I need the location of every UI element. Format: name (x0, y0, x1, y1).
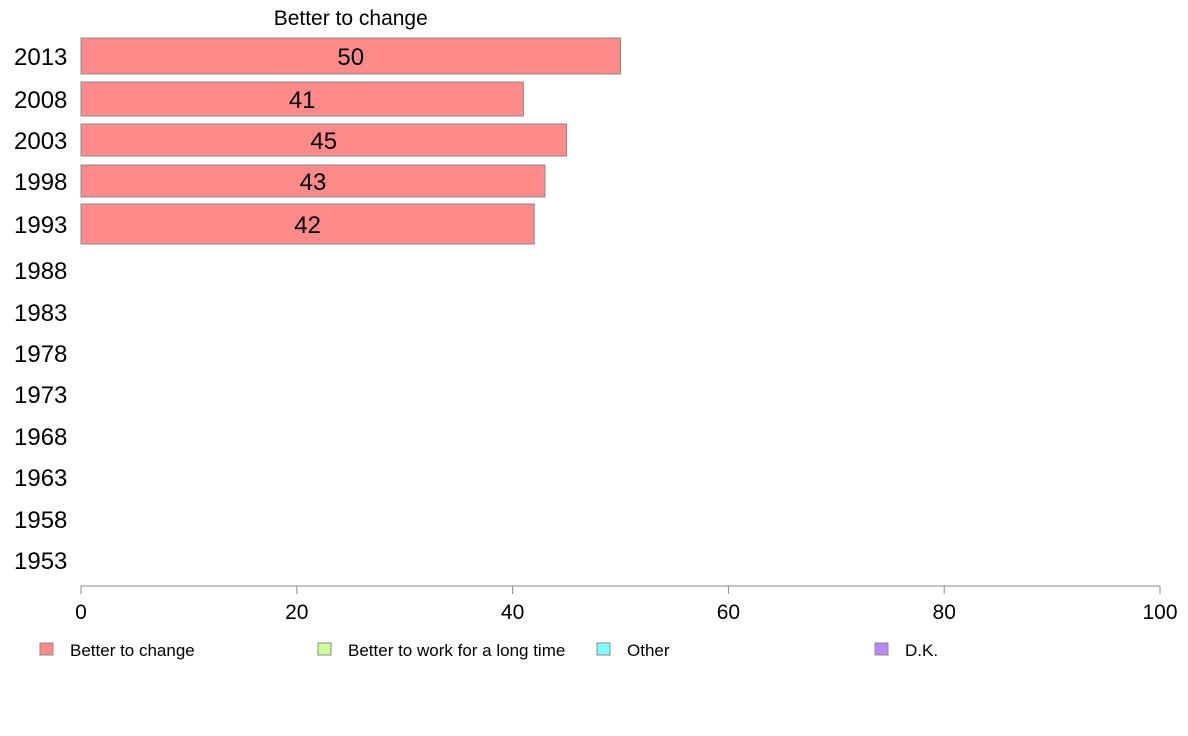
bar-value-label-2013: 50 (337, 44, 364, 71)
bar-value-label-2008: 41 (289, 87, 316, 114)
bar-value-label-1993: 42 (294, 212, 321, 239)
x-axis: 0 20 40 60 80 100 (75, 585, 1178, 624)
bar-value-label-1998: 43 (300, 169, 327, 196)
y-label-2003: 2003 (14, 128, 67, 155)
y-label-1978: 1978 (14, 341, 67, 368)
y-axis-labels: 2013 2008 2003 1998 1993 1988 1983 1978 1973 1968… (14, 44, 67, 575)
x-tick-label-100: 100 (1142, 601, 1177, 624)
y-label-1968: 1968 (14, 424, 67, 451)
bar-1998-series-0 (80, 164, 546, 198)
legend-label-2: Other (627, 641, 670, 660)
legend-swatch-0 (39, 642, 54, 656)
y-label-1963: 1963 (14, 465, 67, 492)
legend-swatch-2 (596, 642, 611, 656)
x-tick-label-80: 80 (933, 601, 956, 624)
x-tick-label-0: 0 (75, 601, 87, 624)
x-tick-label-60: 60 (717, 601, 740, 624)
bar-value-label-2003: 45 (310, 128, 337, 155)
bar-2008-series-0 (80, 81, 524, 117)
y-label-2013: 2013 (14, 44, 67, 71)
bars: 50 41 45 43 42 (80, 37, 621, 245)
bar-2013-series-0 (80, 37, 621, 75)
y-label-1983: 1983 (14, 300, 67, 327)
x-tick-label-20: 20 (285, 601, 308, 624)
y-label-1993: 1993 (14, 212, 67, 239)
y-label-1958: 1958 (14, 507, 67, 534)
legend-swatch-1 (317, 642, 332, 656)
bar-1993-series-0 (80, 203, 535, 245)
legend-swatch-3 (874, 642, 889, 656)
y-label-1973: 1973 (14, 382, 67, 409)
legend-label-0: Better to change (70, 641, 195, 660)
y-label-1998: 1998 (14, 169, 67, 196)
y-label-2008: 2008 (14, 87, 67, 114)
legend: Better to change Better to work for a lon… (39, 641, 938, 660)
x-tick-label-40: 40 (501, 601, 524, 624)
legend-label-3: D.K. (905, 641, 938, 660)
bar-2003-series-0 (80, 123, 568, 157)
series-title: Better to change (274, 7, 428, 30)
y-label-1988: 1988 (14, 258, 67, 285)
legend-label-1: Better to work for a long time (348, 641, 565, 660)
y-label-1953: 1953 (14, 548, 67, 575)
